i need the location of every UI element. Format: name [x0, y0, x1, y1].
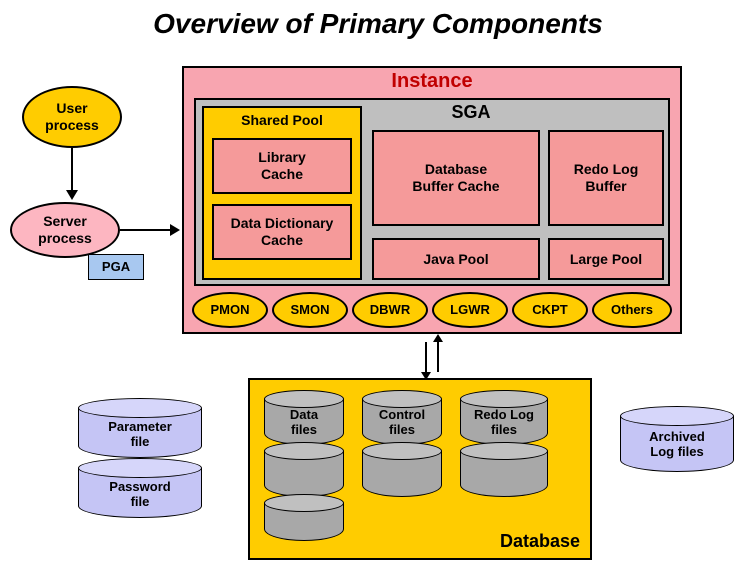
- process-dbwr-label: DBWR: [370, 302, 410, 318]
- java-pool-label: Java Pool: [423, 251, 488, 268]
- archived-log-files-cyl: Archived Log files: [620, 406, 734, 474]
- library-cache-label: Library Cache: [258, 149, 305, 183]
- redo-log-files-cyl-2: [460, 442, 548, 498]
- process-smon-label: SMON: [291, 302, 330, 318]
- user-process-node: User process: [22, 86, 122, 148]
- archived-log-files-label: Archived Log files: [620, 430, 734, 460]
- process-ckpt: CKPT: [512, 292, 588, 328]
- process-lgwr: LGWR: [432, 292, 508, 328]
- server-process-node: Server process: [10, 202, 120, 258]
- password-file-cyl: Password file: [78, 458, 202, 520]
- redo-log-files-cyl-1: Redo Log files: [460, 390, 548, 446]
- server-process-label: Server process: [38, 213, 92, 247]
- process-row: PMON SMON DBWR LGWR CKPT Others: [192, 292, 674, 330]
- data-files-cyl-3: [264, 494, 344, 542]
- process-lgwr-label: LGWR: [450, 302, 490, 318]
- shared-pool-title: Shared Pool: [204, 112, 360, 128]
- instance-container: Instance SGA Shared Pool Library Cache D…: [182, 66, 682, 334]
- data-files-cyl-2: [264, 442, 344, 498]
- pga-label: PGA: [102, 259, 130, 275]
- control-files-label: Control files: [362, 408, 442, 438]
- control-files-cyl-2: [362, 442, 442, 498]
- data-files-cyl-1: Data files: [264, 390, 344, 446]
- parameter-file-cyl: Parameter file: [78, 398, 202, 460]
- sga-title: SGA: [396, 102, 546, 123]
- redo-log-buffer-label: Redo Log Buffer: [574, 161, 639, 195]
- arrow-server-to-instance: [120, 220, 184, 240]
- process-others: Others: [592, 292, 672, 328]
- redo-log-buffer-box: Redo Log Buffer: [548, 130, 664, 226]
- process-pmon: PMON: [192, 292, 268, 328]
- data-files-label: Data files: [264, 408, 344, 438]
- data-dict-cache-box: Data Dictionary Cache: [212, 204, 352, 260]
- process-pmon-label: PMON: [211, 302, 250, 318]
- java-pool-box: Java Pool: [372, 238, 540, 280]
- process-dbwr: DBWR: [352, 292, 428, 328]
- database-title: Database: [500, 531, 580, 552]
- process-others-label: Others: [611, 302, 653, 318]
- sga-container: SGA Shared Pool Library Cache Data Dicti…: [194, 98, 670, 286]
- db-buffer-cache-label: Database Buffer Cache: [412, 161, 499, 195]
- control-files-cyl-1: Control files: [362, 390, 442, 446]
- pga-box: PGA: [88, 254, 144, 280]
- data-dict-cache-label: Data Dictionary Cache: [231, 215, 334, 249]
- arrow-user-to-server: [62, 148, 82, 204]
- large-pool-label: Large Pool: [570, 251, 642, 268]
- shared-pool-container: Shared Pool Library Cache Data Dictionar…: [202, 106, 362, 280]
- password-file-label: Password file: [78, 480, 202, 510]
- large-pool-box: Large Pool: [548, 238, 664, 280]
- redo-log-files-label: Redo Log files: [460, 408, 548, 438]
- db-buffer-cache-box: Database Buffer Cache: [372, 130, 540, 226]
- arrow-instance-database: [418, 334, 446, 380]
- user-process-label: User process: [45, 100, 99, 134]
- process-ckpt-label: CKPT: [532, 302, 567, 318]
- process-smon: SMON: [272, 292, 348, 328]
- instance-title: Instance: [184, 70, 680, 93]
- library-cache-box: Library Cache: [212, 138, 352, 194]
- diagram-title: Overview of Primary Components: [0, 8, 756, 40]
- parameter-file-label: Parameter file: [78, 420, 202, 450]
